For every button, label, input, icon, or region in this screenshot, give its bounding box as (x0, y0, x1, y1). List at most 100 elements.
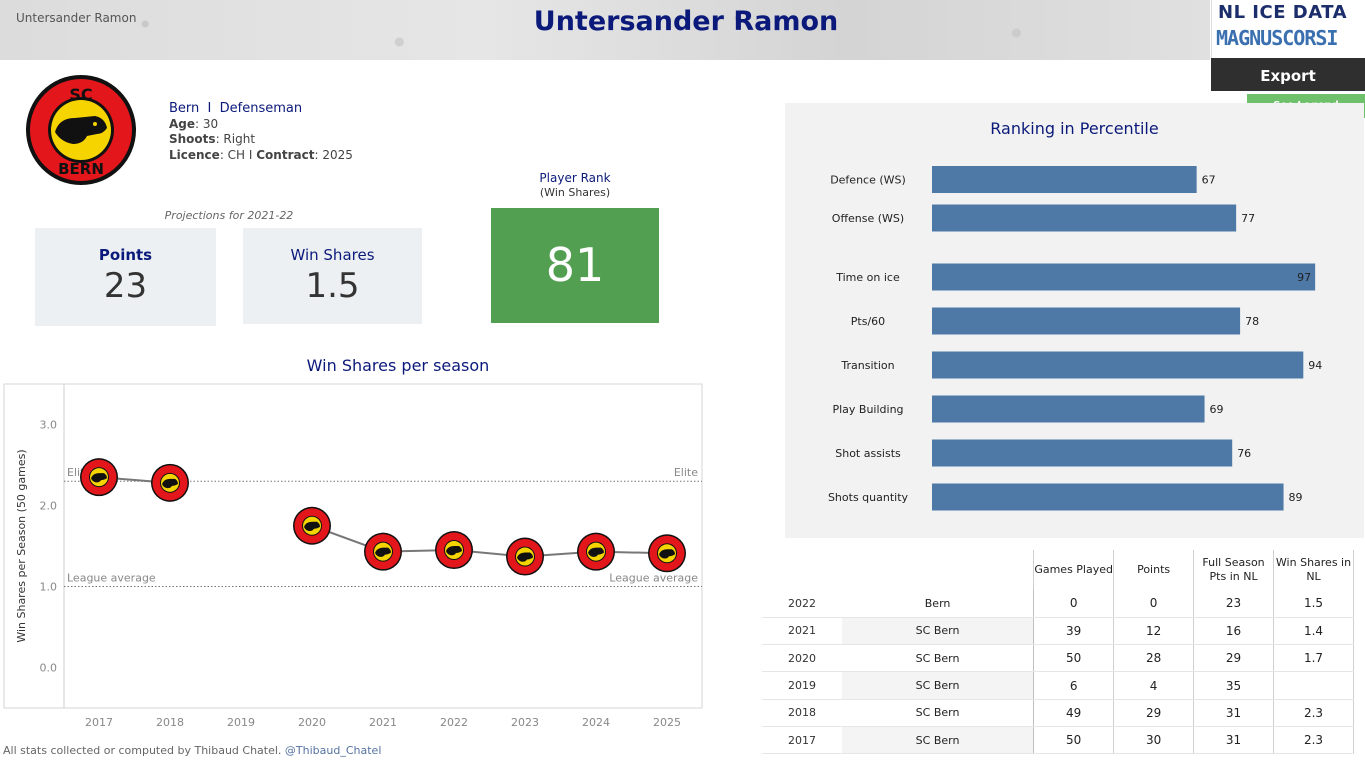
team-cell: SC Bern (841, 671, 1034, 700)
year-cell: 2020 (762, 644, 842, 673)
header-year-blank (762, 550, 842, 590)
y-axis-label: Win Shares per Season (50 games) (15, 449, 28, 642)
games-cell: 49 (1033, 699, 1114, 727)
header-games-played: Games Played (1033, 550, 1114, 590)
data-point-bear (91, 473, 107, 483)
full-season-cell: 23 (1193, 590, 1274, 618)
player-rank-sub: (Win Shares) (539, 186, 611, 199)
y-tick-label: 2.0 (40, 500, 58, 513)
games-cell: 39 (1033, 617, 1114, 646)
x-tick-label: 2023 (511, 716, 539, 729)
player-info: Bern I Defenseman Age: 30 Shoots: Right … (169, 101, 353, 163)
points-cell: 30 (1113, 726, 1194, 755)
points-label: Points (98, 246, 153, 264)
points-cell: 29 (1113, 699, 1194, 727)
team-cell: Bern (841, 590, 1034, 618)
header-points: Points (1113, 550, 1194, 590)
header-team-blank (842, 550, 1034, 590)
full-season-cell: 16 (1193, 617, 1274, 646)
bar (932, 395, 1205, 423)
projections-label: Projections for 2021-22 (164, 209, 294, 222)
reference-label: Elite (674, 466, 698, 479)
table-header-row: Games Played Points Full Season Pts in N… (762, 550, 1354, 590)
bar-value-label: 77 (1241, 212, 1255, 225)
points-cell: 28 (1113, 644, 1194, 673)
bar-category-label: Time on ice (835, 271, 900, 284)
team-cell: SC Bern (841, 644, 1034, 673)
points-card: Points 23 (35, 228, 216, 326)
team-name: Bern (169, 101, 200, 116)
data-point (506, 537, 544, 576)
data-point-bear (375, 547, 391, 557)
data-point (293, 506, 331, 545)
data-point (364, 532, 402, 571)
bar-value-label: 78 (1245, 315, 1259, 328)
full-season-cell: 35 (1193, 671, 1274, 700)
table-row: 2021 SC Bern 39 12 16 1.4 (762, 617, 1354, 646)
x-tick-label: 2022 (440, 716, 468, 729)
table-row: 2020 SC Bern 50 28 29 1.7 (762, 644, 1354, 673)
reference-label: League average (67, 572, 156, 585)
x-tick-label: 2020 (298, 716, 326, 729)
data-point-bear (446, 546, 462, 556)
bar-category-label: Shot assists (835, 447, 901, 460)
footer-handle-link[interactable]: @Thibaud_Chatel (284, 744, 382, 757)
x-tick-label: 2018 (156, 716, 184, 729)
x-tick-label: 2021 (369, 716, 397, 729)
data-point-bear (659, 549, 675, 559)
page-title: Untersander Ramon (533, 6, 839, 37)
bar-category-label: Shots quantity (828, 491, 909, 504)
table-row: 2018 SC Bern 49 29 31 2.3 (762, 699, 1354, 727)
data-point (80, 458, 118, 497)
year-cell: 2019 (762, 671, 842, 700)
footer: All stats collected or computed by Thiba… (3, 744, 381, 757)
y-tick-label: 1.0 (40, 581, 58, 594)
win-shares-cell: 1.5 (1273, 590, 1354, 618)
full-season-cell: 29 (1193, 644, 1274, 673)
data-point-bear (588, 547, 604, 557)
year-cell: 2018 (762, 699, 842, 727)
ranking-title: Ranking in Percentile (990, 119, 1159, 138)
table-row: 2019 SC Bern 6 4 35 (762, 671, 1354, 700)
age-label: Age (169, 116, 196, 131)
win-shares-cell (1273, 671, 1354, 700)
games-cell: 50 (1033, 726, 1114, 755)
team-cell: SC Bern (841, 699, 1034, 727)
contract-label: Contract (256, 147, 315, 162)
team-cell: SC Bern (841, 617, 1034, 646)
team-position: Bern I Defenseman (169, 101, 353, 117)
header-banner: Untersander Ramon Untersander Ramon (0, 0, 1210, 60)
points-cell: 12 (1113, 617, 1194, 646)
licence-value: CH (227, 147, 246, 162)
win-shares-cell: 2.3 (1273, 699, 1354, 727)
header-player-name: Untersander Ramon (16, 11, 137, 25)
bar-category-label: Pts/60 (851, 315, 885, 328)
logo-title: NL ICE DATA (1218, 2, 1348, 23)
logo-subtitle: MAGNUSCORSI (1216, 26, 1338, 50)
x-tick-label: 2025 (653, 716, 681, 729)
ws-chart-title: Win Shares per season (306, 356, 490, 375)
logo-text-sc: SC (69, 85, 92, 104)
win-shares-cell: 1.7 (1273, 644, 1354, 673)
bar-category-label: Play Building (832, 403, 903, 416)
bar-value-label: 94 (1308, 359, 1322, 372)
x-tick-label: 2017 (85, 716, 113, 729)
position: Defenseman (219, 101, 303, 116)
contract-value: 2025 (322, 147, 353, 162)
data-point (648, 534, 686, 573)
season-stats-table: Games Played Points Full Season Pts in N… (762, 550, 1354, 755)
bar-value-label: 67 (1202, 174, 1216, 187)
win-shares-cell: 2.3 (1273, 726, 1354, 755)
win-shares-label: Win Shares (290, 246, 375, 264)
export-button[interactable]: Export (1211, 58, 1365, 91)
points-cell: 4 (1113, 671, 1194, 700)
bar-value-label: 89 (1289, 491, 1303, 504)
year-cell: 2022 (762, 590, 842, 618)
nl-ice-data-logo: NL ICE DATA MAGNUSCORSI (1211, 0, 1365, 58)
bar-category-label: Transition (840, 359, 894, 372)
bar (932, 439, 1233, 467)
win-shares-chart: 0.0 1.0 2.0 3.0 2017 2018 2019 2020 2021 2022 2023… (3, 383, 703, 729)
data-point-bear (162, 478, 178, 489)
licence-label: Licence (169, 147, 220, 162)
